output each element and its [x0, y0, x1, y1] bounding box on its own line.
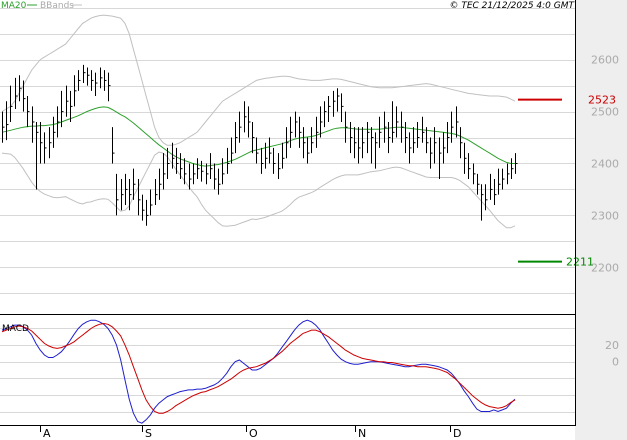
- price-tick-label: 2300: [591, 209, 619, 222]
- x-month-label: A: [43, 427, 51, 440]
- price-bars: [2, 64, 518, 226]
- macd-tick-labels: 200: [605, 339, 619, 369]
- x-month-label: O: [249, 427, 258, 440]
- bbands-upper-line: [1, 14, 516, 146]
- price-tick-label: 2500: [591, 106, 619, 119]
- x-month-label: S: [145, 427, 152, 440]
- ma20-legend-label: MA20: [1, 1, 27, 11]
- signal-line: [1, 322, 516, 414]
- macd-line: [1, 319, 516, 424]
- price-axis-panel: [575, 0, 627, 440]
- price-tick-labels: 2600 2500 2400 2300 2200: [591, 54, 619, 275]
- x-month-label: N: [358, 427, 366, 440]
- price-tick-label: 2400: [591, 157, 619, 170]
- ma20-line: [1, 106, 515, 167]
- bbands-lower-line: [1, 151, 516, 229]
- x-month-label: D: [453, 427, 461, 440]
- bbands-legend-label: BBands: [40, 1, 74, 11]
- macd-tick-label: 0: [612, 356, 619, 369]
- macd-title: MACD: [2, 324, 29, 334]
- price-tick-label: 2200: [591, 261, 619, 274]
- copyright-text: © TEC 21/12/2025 4:0 GMT: [449, 1, 575, 11]
- price-grid: [0, 8, 575, 294]
- resistance-label: 2523: [588, 94, 616, 107]
- price-tick-label: 2600: [591, 54, 619, 67]
- macd-grid: [0, 328, 575, 413]
- macd-tick-label: 20: [605, 339, 619, 352]
- support-label: 2211: [566, 256, 594, 269]
